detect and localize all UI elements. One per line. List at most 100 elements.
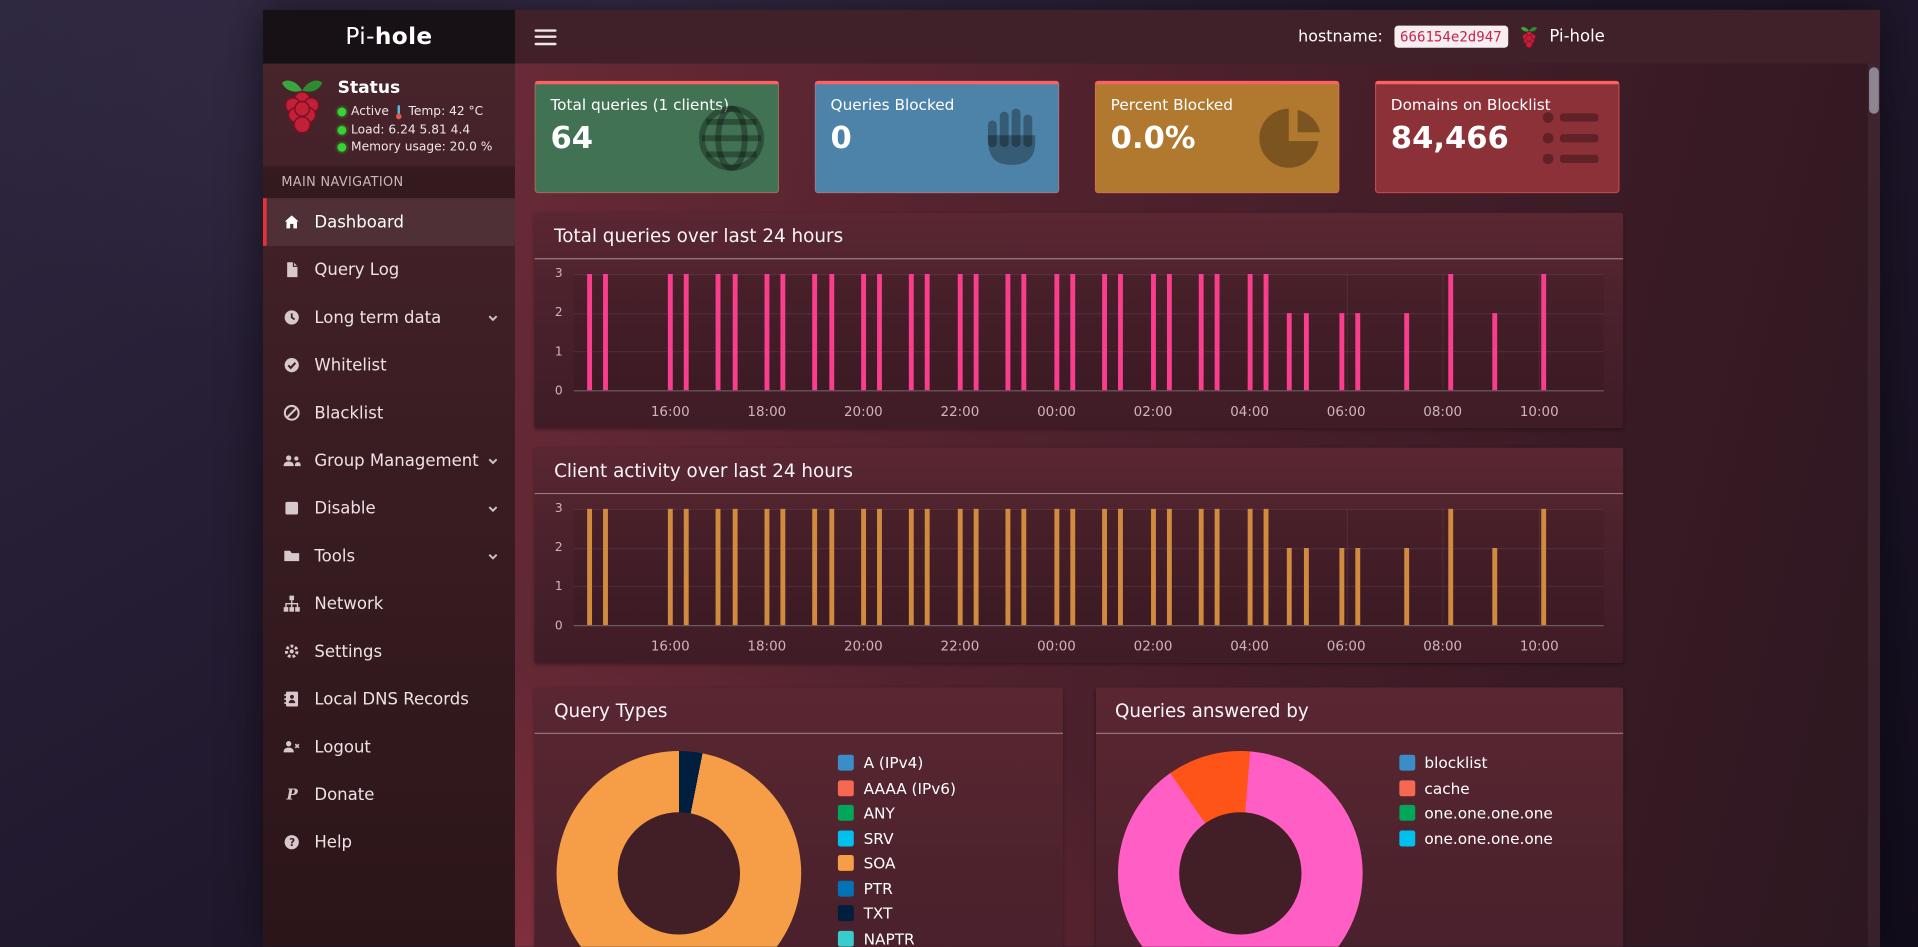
legend-item: cache (1398, 779, 1553, 797)
address-book-icon (283, 690, 304, 708)
chart-bar (764, 508, 770, 626)
sidebar-item-help[interactable]: ? Help (263, 818, 515, 866)
sidebar-item-label: Long term data (314, 307, 442, 328)
x-axis-label: 20:00 (843, 403, 883, 420)
chart-bar (1355, 547, 1361, 626)
status-line: Active Temp: 42 °C (337, 104, 493, 120)
y-axis-label: 2 (554, 306, 563, 320)
chart-bar (1070, 273, 1076, 391)
status-text: Active (351, 105, 389, 119)
legend-item: TXT (837, 904, 956, 922)
y-axis: 3 2 1 0 (542, 502, 569, 633)
queries-blocked-card: Queries Blocked 0 (814, 80, 1060, 194)
chart-bar (1492, 312, 1498, 391)
panel-title-text: Query Types (554, 699, 668, 722)
logo-pre: Pi- (345, 23, 375, 51)
sidebar-item-long-term-data[interactable]: Long term data (263, 294, 515, 342)
status-text: Memory usage: 20.0 % (351, 140, 493, 155)
hostname-label: hostname: (1298, 27, 1383, 46)
status-dot-icon (337, 125, 347, 135)
legend-swatch (837, 855, 854, 871)
legend-item: NAPTR (837, 929, 956, 947)
legend-swatch (1398, 829, 1415, 846)
thermometer-icon (394, 104, 404, 120)
chart-bar (1198, 508, 1204, 626)
question-icon: ? (283, 833, 304, 851)
sidebar-item-blacklist[interactable]: Blacklist (263, 389, 515, 437)
sidebar-toggle-hamburger-icon[interactable] (515, 24, 576, 48)
gridline (573, 351, 1604, 353)
sidebar-item-label: Help (314, 832, 353, 852)
x-axis-label: 00:00 (1037, 638, 1076, 655)
sidebar-item-tools[interactable]: Tools (263, 532, 515, 580)
status-line: Load: 6.24 5.81 4.4 (337, 124, 493, 137)
chart-bar (716, 273, 721, 391)
svg-text:?: ? (289, 837, 295, 849)
globe-icon (696, 103, 767, 174)
scrollbar-thumb[interactable] (1869, 67, 1879, 114)
sidebar-item-donate[interactable]: P Donate (263, 771, 515, 819)
sidebar-item-label: Dashboard (314, 212, 404, 232)
sidebar-item-disable[interactable]: Disable (263, 484, 515, 532)
y-axis: 3 2 1 0 (542, 267, 569, 398)
x-axis-label: 20:00 (843, 638, 883, 655)
x-axis-label: 02:00 (1133, 638, 1173, 655)
chart-bar (877, 508, 882, 626)
sidebar-item-settings[interactable]: Settings (263, 628, 515, 676)
gridline (1539, 508, 1541, 626)
percent-blocked-card: Percent Blocked 0.0% (1094, 80, 1340, 194)
chart-bar (973, 273, 979, 391)
x-axis-label: 22:00 (940, 638, 980, 655)
chart-bar (1448, 273, 1454, 391)
sidebar-item-whitelist[interactable]: Whitelist (263, 341, 515, 389)
chart-bar (1150, 508, 1156, 626)
sidebar-item-network[interactable]: Network (263, 580, 515, 628)
gridline (1346, 273, 1348, 391)
chart-bar (909, 273, 915, 391)
status-title: Status (337, 78, 401, 98)
card-value: 64 (550, 119, 594, 156)
card-value: 0 (830, 119, 852, 156)
sidebar-item-query-log[interactable]: Query Log (263, 246, 515, 294)
queries-answered-body: blocklist cache one.one.one.one one.one.one… (1095, 734, 1623, 947)
legend-swatch (1398, 754, 1415, 771)
chart-bar (716, 508, 721, 626)
hostname-value: 666154e2d947 (1393, 25, 1508, 48)
chart-bar (1021, 273, 1027, 391)
gridline (573, 390, 1604, 392)
card-title: Percent Blocked (1110, 95, 1233, 114)
chart-bar (667, 508, 673, 626)
sidebar-item-logout[interactable]: Logout (263, 723, 515, 771)
app-logo: Pi-hole (262, 9, 515, 64)
sidebar-item-local-dns-records[interactable]: Local DNS Records (263, 675, 515, 723)
legend-item: SRV (837, 829, 956, 847)
logo-bold: hole (374, 23, 433, 51)
x-axis-label: 08:00 (1423, 638, 1463, 655)
sidebar-item-group-management[interactable]: Group Management (263, 437, 515, 485)
y-axis-label: 2 (554, 541, 563, 555)
chart-bar (957, 273, 963, 391)
sidebar-item-label: Settings (314, 641, 383, 662)
query-types-panel: Query Types A (IPv4) AAAA (IPv6) ANY SRV SOA… (534, 687, 1063, 947)
chart-bar (925, 508, 931, 626)
x-axis-label: 02:00 (1133, 403, 1173, 420)
client-activity-panel: Client activity over last 24 hours 3 2 1 0 … (534, 447, 1624, 663)
chart-bar (1355, 312, 1361, 391)
x-axis-label: 22:00 (940, 403, 980, 420)
chart-bar (1214, 508, 1220, 626)
client-activity-chart: 3 2 1 0 16:00 18:00 20:00 22:00 00:00 02:00 04:00… (542, 499, 1614, 663)
status-panel: Status Active Temp: 42 °C Load: 6.24 5.81 … (263, 64, 515, 167)
chart-bar (1287, 312, 1293, 391)
sidebar-item-label: Group Management (314, 450, 479, 471)
chart-bar (1404, 547, 1409, 626)
donut-hole (1178, 812, 1301, 935)
sidebar-item-dashboard[interactable]: Dashboard (262, 198, 515, 246)
sidebar-menu: Dashboard Query Log Long term data Whitelis… (262, 198, 515, 866)
sidebar-item-label: Local DNS Records (314, 689, 469, 709)
plot-area (573, 273, 1604, 392)
chart-bar (1005, 273, 1011, 391)
x-axis-label: 04:00 (1230, 403, 1269, 420)
panel-title-text: Client activity over last 24 hours (554, 459, 853, 482)
legend-label: NAPTR (863, 929, 915, 947)
